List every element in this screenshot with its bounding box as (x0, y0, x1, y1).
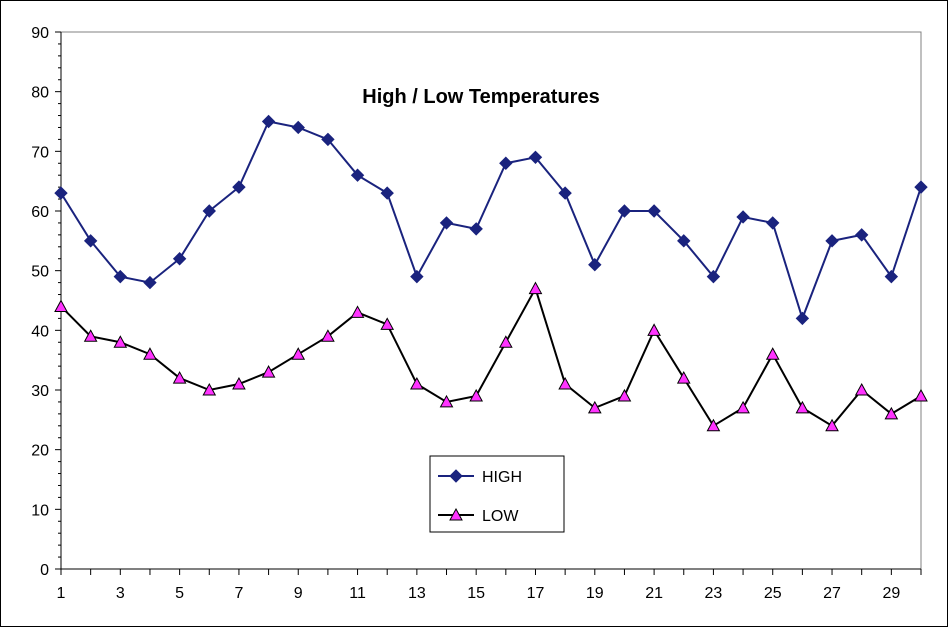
x-tick-label: 11 (349, 585, 366, 602)
y-tick-label: 0 (40, 562, 49, 579)
data-point-high (706, 269, 721, 284)
y-tick-label: 60 (31, 204, 49, 221)
data-point-high (439, 216, 454, 230)
data-point-low (83, 329, 98, 342)
x-tick-label: 23 (705, 585, 723, 602)
data-point-low (825, 418, 839, 432)
data-point-high (232, 180, 246, 194)
data-point-high (202, 204, 216, 218)
data-point-high (321, 132, 335, 147)
y-tick-label: 20 (31, 443, 49, 460)
x-tick-label: 13 (408, 585, 426, 602)
data-point-high (795, 311, 810, 326)
x-tick-label: 9 (294, 585, 303, 602)
data-point-high (291, 120, 305, 135)
y-tick-label: 10 (31, 502, 49, 519)
data-point-low (676, 371, 691, 384)
data-point-high (647, 204, 661, 218)
data-point-high (854, 228, 869, 242)
data-point-low (498, 335, 513, 348)
y-tick-label: 50 (31, 264, 49, 281)
x-tick-label: 21 (645, 585, 663, 602)
data-point-high (825, 234, 839, 248)
data-point-low (321, 329, 335, 342)
data-point-low (202, 382, 217, 396)
data-point-low (261, 365, 276, 378)
legend-marker-high (449, 469, 463, 483)
legend-label-low: LOW (482, 508, 519, 525)
chart-title: High / Low Temperatures (362, 86, 599, 108)
data-point-low (54, 299, 68, 312)
data-point-high (617, 204, 632, 218)
y-tick-label: 80 (31, 85, 49, 102)
data-point-low (380, 317, 395, 330)
data-point-low (439, 394, 454, 408)
data-point-high (677, 234, 691, 248)
x-tick-label: 17 (527, 585, 545, 602)
data-point-low (113, 335, 128, 348)
data-point-low (617, 388, 632, 402)
series-line-high (60, 120, 922, 322)
y-tick-label: 70 (31, 144, 49, 161)
data-point-low (736, 400, 750, 414)
data-point-high (499, 156, 513, 170)
y-tick-label: 90 (31, 25, 49, 42)
data-point-high (558, 186, 572, 200)
data-point-high (528, 150, 543, 165)
data-point-high (143, 275, 157, 290)
data-point-high (410, 269, 424, 284)
legend-marker-low (449, 507, 463, 521)
x-tick-label: 5 (175, 585, 184, 602)
x-tick-label: 1 (57, 585, 66, 602)
data-point-low (350, 305, 365, 318)
data-point-high (350, 168, 365, 182)
data-point-low (558, 376, 572, 390)
data-point-high (54, 186, 68, 200)
data-point-high (588, 257, 602, 272)
data-point-low (291, 347, 306, 360)
data-point-low (914, 388, 928, 402)
data-point-low (528, 281, 543, 295)
data-point-high (914, 180, 928, 194)
x-tick-label: 19 (586, 585, 604, 602)
data-point-low (410, 376, 424, 390)
data-point-low (854, 382, 869, 396)
data-point-high (261, 114, 276, 129)
x-tick-label: 29 (882, 585, 900, 602)
data-point-high (884, 269, 899, 284)
data-point-low (587, 400, 602, 414)
data-point-high (736, 210, 750, 224)
data-point-low (795, 400, 810, 414)
data-point-high (83, 234, 98, 248)
legend-label-high: HIGH (482, 469, 522, 486)
data-point-low (647, 323, 661, 336)
data-point-low (469, 388, 484, 402)
y-tick-label: 40 (31, 323, 49, 340)
data-point-low (143, 347, 157, 360)
data-point-high (469, 222, 483, 236)
x-tick-label: 15 (467, 585, 485, 602)
x-tick-label: 7 (234, 585, 243, 602)
x-tick-label: 27 (823, 585, 841, 602)
y-tick-label: 30 (31, 383, 49, 400)
data-point-low (232, 376, 246, 390)
data-point-low (706, 418, 721, 432)
x-tick-label: 3 (116, 585, 125, 602)
series-line-low (60, 286, 922, 428)
data-point-low (172, 371, 187, 384)
data-point-high (380, 186, 394, 200)
data-point-low (765, 347, 780, 360)
data-point-high (113, 269, 128, 284)
data-point-high (766, 216, 780, 230)
data-point-low (884, 406, 899, 420)
data-point-high (172, 252, 187, 266)
x-tick-label: 25 (764, 585, 782, 602)
